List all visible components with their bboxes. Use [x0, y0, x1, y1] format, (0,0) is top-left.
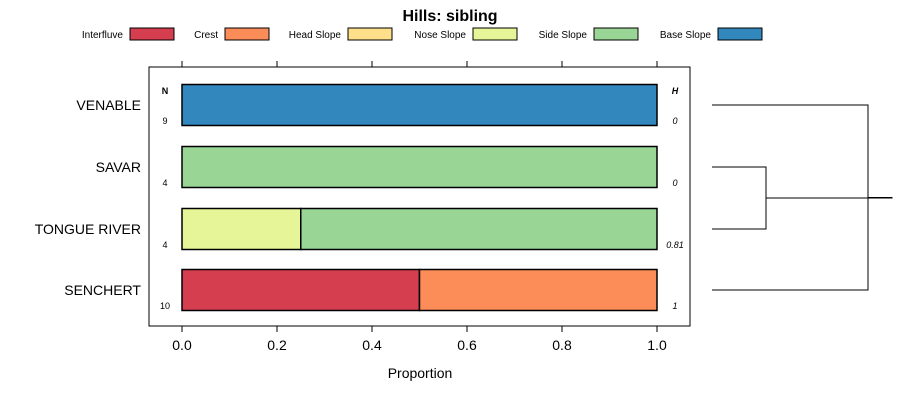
x-tick-label: 0.8: [552, 337, 572, 353]
bar-rows: VENABLE 9 0 SAVAR 4 0 TONGUE RIVER 4 0.81 SENCHER…: [35, 83, 684, 312]
bar-segment-side-slope: [300, 207, 658, 251]
legend-swatch: [717, 27, 763, 41]
legend-swatch: [129, 27, 175, 41]
legend-item-crest: Crest: [194, 27, 270, 41]
row-label: TONGUE RIVER: [35, 221, 141, 237]
h-value: 0: [672, 116, 677, 126]
row-savar: SAVAR 4 0: [96, 145, 678, 189]
h-header: H: [672, 86, 679, 96]
row-label: SAVAR: [96, 159, 141, 175]
legend-swatch: [593, 27, 639, 41]
legend-label: Head Slope: [289, 30, 342, 41]
legend: Interfluve Crest Head Slope Nose Slope Side …: [82, 27, 763, 41]
legend-item-head-slope: Head Slope: [289, 27, 393, 41]
x-tick-label: 0.2: [267, 337, 287, 353]
legend-swatch: [472, 27, 518, 41]
dendrogram: [712, 104, 893, 291]
h-value: 1: [672, 301, 677, 311]
legend-item-nose-slope: Nose Slope: [414, 27, 518, 41]
legend-item-base-slope: Base Slope: [660, 27, 763, 41]
bar-segment-nose-slope: [181, 207, 302, 251]
row-label: SENCHERT: [64, 282, 141, 298]
bar-segment-crest: [418, 268, 658, 312]
bar-segment-interfluve: [181, 268, 421, 312]
bar-segment-base-slope: [181, 83, 658, 127]
legend-swatch: [224, 27, 270, 41]
h-value: 0.81: [666, 240, 684, 250]
legend-label: Side Slope: [539, 30, 588, 41]
legend-label: Crest: [194, 30, 218, 41]
legend-swatch: [347, 27, 393, 41]
dendrogram-root: [766, 197, 893, 199]
x-tick-label: 0.0: [172, 337, 192, 353]
legend-label: Base Slope: [660, 30, 712, 41]
x-axis: 0.0 0.2 0.4 0.6 0.8 1.0: [172, 61, 667, 353]
bar-segment-side-slope: [181, 145, 658, 189]
row-tongue-river: TONGUE RIVER 4 0.81: [35, 207, 684, 251]
x-tick-label: 0.6: [457, 337, 477, 353]
n-value: 4: [162, 240, 167, 250]
x-axis-title: Proportion: [388, 365, 453, 381]
row-venable: VENABLE 9 0: [76, 83, 678, 127]
legend-item-side-slope: Side Slope: [539, 27, 639, 41]
legend-label: Interfluve: [82, 30, 124, 41]
chart-title: Hills: sibling: [402, 8, 497, 25]
n-value: 9: [162, 116, 167, 126]
legend-item-interfluve: Interfluve: [82, 27, 175, 41]
row-label: VENABLE: [76, 97, 141, 113]
dendrogram-branch: [712, 166, 767, 230]
h-value: 0: [672, 178, 677, 188]
row-senchert: SENCHERT 10 1: [64, 268, 678, 312]
n-value: 10: [160, 301, 170, 311]
x-tick-label: 1.0: [647, 337, 667, 353]
plot-frame: [148, 66, 691, 327]
n-header: N: [162, 86, 169, 96]
legend-label: Nose Slope: [414, 30, 466, 41]
n-value: 4: [162, 178, 167, 188]
x-tick-label: 0.4: [362, 337, 382, 353]
